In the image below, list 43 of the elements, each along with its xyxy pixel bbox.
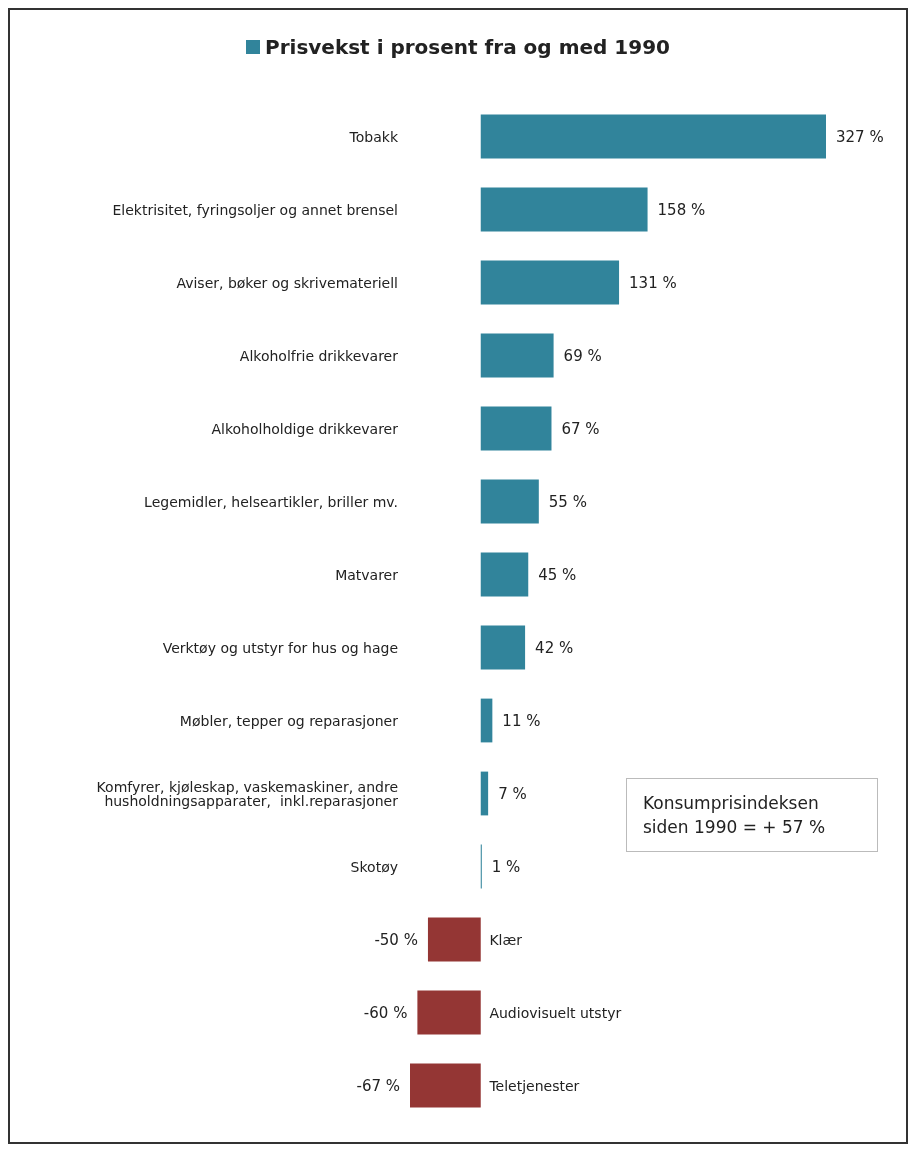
data-label: 327 % bbox=[836, 127, 884, 146]
bar bbox=[480, 625, 526, 670]
bar bbox=[480, 114, 826, 159]
bar bbox=[480, 260, 620, 305]
y-tick-label: Audiovisuelt utstyr bbox=[489, 1004, 622, 1021]
y-tick-label: Alkoholfrie drikkevarer bbox=[239, 347, 399, 364]
data-label: 67 % bbox=[561, 419, 600, 438]
bar bbox=[480, 698, 493, 743]
bar bbox=[480, 479, 539, 524]
data-label: 158 % bbox=[657, 200, 706, 219]
bar bbox=[480, 406, 552, 451]
bar bbox=[480, 771, 489, 816]
bar bbox=[480, 187, 648, 232]
bar bbox=[427, 917, 481, 962]
y-tick-label: Møbler, tepper og reparasjoner bbox=[179, 712, 399, 729]
data-label: -60 % bbox=[363, 1003, 408, 1022]
y-tick-label: Klær bbox=[489, 931, 523, 948]
data-label: 11 % bbox=[502, 711, 541, 730]
data-label: -67 % bbox=[356, 1076, 400, 1095]
y-tick-label: Elektrisitet, fyringsoljer og annet brensel bbox=[112, 201, 398, 218]
y-tick-label: Teletjenester bbox=[488, 1077, 580, 1094]
y-tick-label: Matvarer bbox=[335, 566, 399, 583]
data-label: 55 % bbox=[548, 492, 587, 511]
data-label: 7 % bbox=[498, 784, 527, 803]
y-tick-label: Legemidler, helseartikler, briller mv. bbox=[144, 493, 398, 510]
note-box: Konsumprisindeksen siden 1990 = + 57 % bbox=[626, 778, 878, 852]
data-label: 42 % bbox=[535, 638, 574, 657]
bar bbox=[417, 990, 481, 1035]
data-label: 131 % bbox=[629, 273, 677, 292]
bar bbox=[480, 333, 554, 378]
y-tick-label: Alkoholholdige drikkevarer bbox=[211, 420, 399, 437]
bar bbox=[410, 1063, 481, 1108]
bar bbox=[480, 552, 529, 597]
data-label: 1 % bbox=[491, 857, 521, 876]
legend-label: Prisvekst i prosent fra og med 1990 bbox=[265, 35, 670, 59]
data-label: 69 % bbox=[563, 346, 602, 365]
data-label: 45 % bbox=[538, 565, 577, 584]
y-tick-label: Skotøy bbox=[350, 858, 398, 875]
y-tick-label: Verktøy og utstyr for hus og hage bbox=[162, 639, 398, 656]
y-tick-label: Tobakk bbox=[348, 128, 399, 145]
y-tick-label: Aviser, bøker og skrivemateriell bbox=[176, 274, 398, 291]
data-label: -50 % bbox=[374, 930, 418, 949]
y-tick-label: Komfyrer, kjøleskap, vaskemaskiner, andre husholdningsapparater, inkl.reparasjoner bbox=[96, 778, 399, 809]
